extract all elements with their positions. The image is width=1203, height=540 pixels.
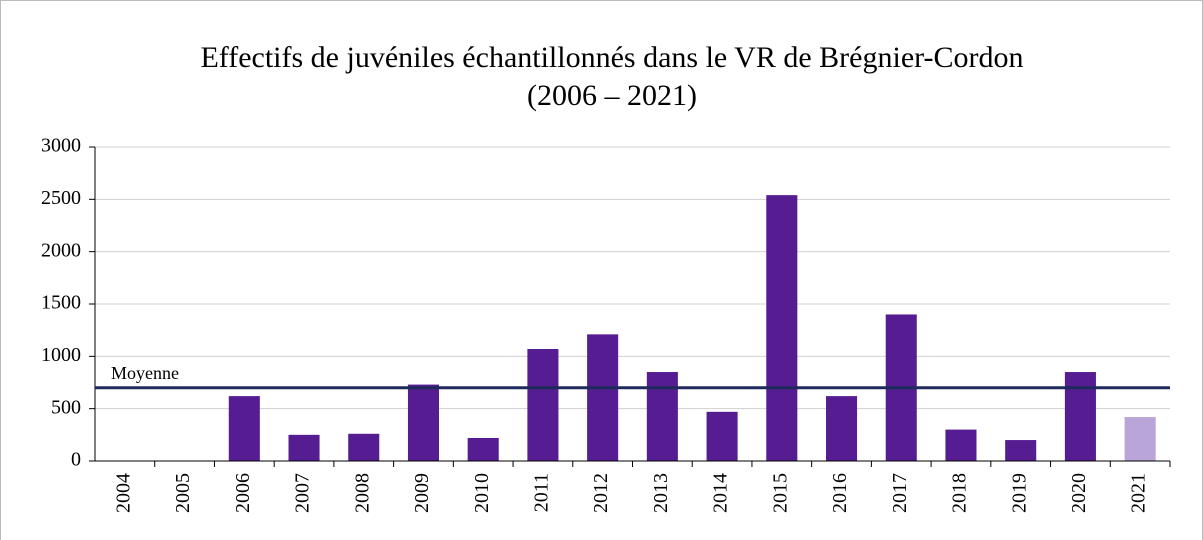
bar: [228, 396, 260, 461]
bar: [288, 434, 320, 461]
chart-title: Effectifs de juvéniles échantillonnés da…: [200, 41, 1023, 74]
x-tick-label: 2017: [889, 473, 911, 513]
y-tick-label: 2000: [41, 239, 81, 261]
bar: [646, 372, 678, 461]
x-tick-label: 2021: [1128, 473, 1150, 513]
x-tick-label: 2011: [531, 473, 553, 512]
bar: [706, 411, 738, 461]
mean-label: Moyenne: [111, 363, 179, 383]
x-tick-label: 2009: [411, 473, 433, 513]
y-tick-label: 3000: [41, 135, 81, 157]
chart-subtitle: (2006 – 2021): [527, 79, 697, 112]
bar: [1005, 440, 1037, 461]
x-tick-label: 2016: [829, 473, 851, 513]
x-tick-label: 2010: [471, 473, 493, 513]
bar: [407, 384, 439, 461]
bar: [945, 429, 977, 461]
y-tick-label: 2500: [41, 187, 81, 209]
y-tick-label: 0: [71, 449, 81, 471]
y-tick-label: 500: [51, 396, 81, 418]
x-tick-label: 2007: [292, 473, 314, 513]
bar: [826, 396, 858, 461]
x-tick-label: 2020: [1068, 473, 1090, 513]
y-tick-label: 1000: [41, 344, 81, 366]
x-tick-label: 2015: [769, 473, 791, 513]
x-tick-label: 2005: [172, 473, 194, 513]
bar: [587, 334, 619, 461]
x-tick-label: 2006: [232, 473, 254, 513]
bar: [766, 195, 798, 461]
bar: [1124, 417, 1156, 461]
bar: [348, 433, 380, 461]
x-tick-label: 2004: [112, 473, 134, 513]
bar: [1064, 372, 1096, 461]
x-tick-label: 2012: [590, 473, 612, 513]
x-tick-label: 2013: [650, 473, 672, 513]
x-tick-label: 2018: [949, 473, 971, 513]
x-tick-label: 2008: [351, 473, 373, 513]
y-tick-label: 1500: [41, 292, 81, 314]
bar: [527, 349, 559, 461]
x-tick-label: 2014: [710, 473, 732, 513]
x-tick-label: 2019: [1008, 473, 1030, 513]
bar: [467, 437, 499, 461]
